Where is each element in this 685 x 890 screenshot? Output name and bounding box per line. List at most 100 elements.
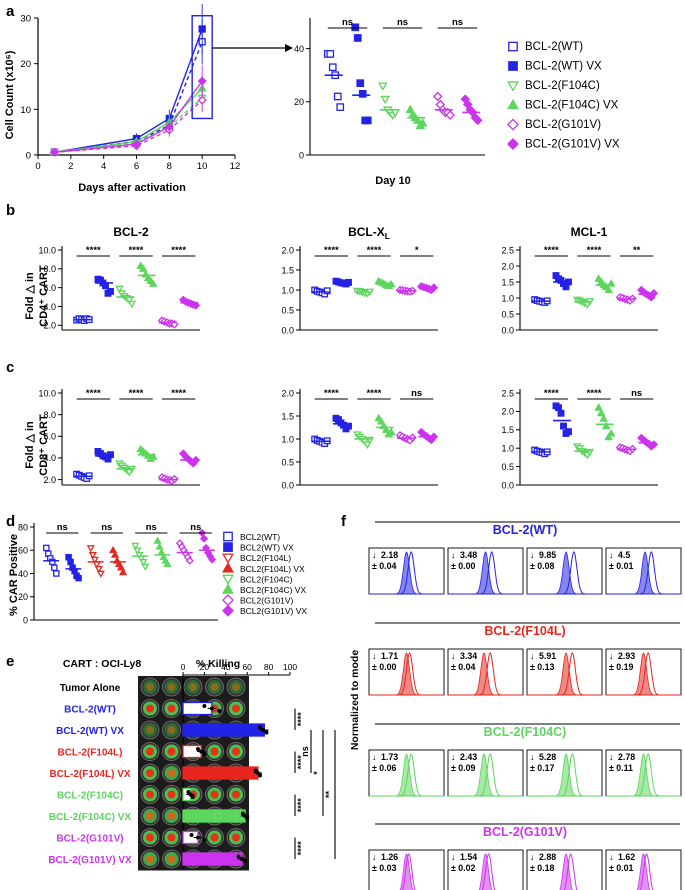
mfi-value: 2.18: [381, 550, 398, 560]
legend-marker: [223, 542, 233, 552]
histogram-open: [369, 652, 444, 696]
row-title: BCL-2(WT): [493, 523, 558, 537]
chart-title-sub: L: [385, 231, 390, 241]
histogram-open: [640, 853, 654, 890]
mfi-sd: ± 0.01: [609, 863, 634, 873]
y-tick-label: 0.0: [501, 325, 514, 335]
histogram-cell: ↓ 2.78± 0.11: [605, 749, 682, 797]
panel-a-day10-xlabel: Day 10: [375, 175, 410, 187]
data-point: [358, 89, 367, 98]
x-tick-label: 12: [230, 161, 241, 172]
legend-marker: [508, 41, 518, 52]
histogram-open: [606, 652, 681, 696]
data-point: [386, 427, 396, 436]
mfi-value: 3.48: [460, 550, 477, 560]
data-point: [336, 103, 345, 111]
data-point: [114, 285, 124, 294]
data-point: [362, 441, 372, 450]
row-label: BCL-2(G101V) VX: [48, 855, 132, 866]
mfi-arrow: ↓: [609, 550, 613, 560]
data-point: [405, 104, 416, 114]
data-point: [195, 747, 200, 751]
legend-label: BCL-2(WT) VX: [525, 61, 602, 73]
mfi-value: 4.5: [618, 550, 630, 560]
y-tick-label: 20: [18, 592, 28, 602]
mfi-sd: ± 0.08: [530, 561, 555, 571]
mfi-arrow: ↓: [609, 752, 613, 762]
sig-label: ****: [324, 245, 339, 256]
legend-marker: [508, 61, 518, 71]
data-point: [376, 416, 386, 425]
y-tick-label: 8.0: [43, 264, 56, 274]
y-tick-label: 10.0: [38, 388, 56, 398]
histogram-open: [448, 550, 523, 595]
data-point: [445, 110, 456, 120]
y-tick-label: 2.5: [501, 245, 514, 255]
data-point: [202, 838, 207, 842]
data-point: [53, 570, 60, 577]
legend-marker: [222, 604, 234, 617]
mfi-value: 5.91: [539, 651, 556, 661]
data-point: [258, 725, 263, 730]
x-tick-label: 20: [200, 662, 210, 672]
data-point: [377, 82, 388, 91]
mfi-value: 1.62: [618, 852, 635, 862]
mfi-arrow: ↓: [530, 651, 534, 661]
sig-label: ****: [367, 245, 382, 256]
data-point: [209, 706, 214, 711]
panel-d-legend: BCL2(WT)BCL2(WT) VXBCL2(F104L)BCL2(F104L…: [222, 531, 307, 617]
histogram-open: [402, 852, 416, 890]
data-point: [565, 428, 572, 436]
y-tick-label: 0: [299, 150, 304, 160]
panel_c-chart-1: 0.0 0.5 1.0 1.5 2.0 **** **** ns: [281, 388, 439, 490]
well-signal-inner: [146, 769, 154, 777]
data-point: [43, 544, 50, 552]
well-signal-inner: [146, 726, 154, 734]
panel-e: CART : OCI-Ly8 % Killing Tumor Alone BCL-…: [48, 658, 336, 871]
bar: [182, 809, 246, 823]
row-label: BCL-2(F104L): [57, 748, 122, 759]
mfi-value: 1.54: [460, 852, 477, 862]
well-signal-inner: [210, 747, 219, 756]
panel_c-chart-0: 2.0 4.0 6.0 8.0 10.0 **** **** ****: [38, 388, 201, 486]
series-line: [54, 80, 203, 153]
histogram-filled: [399, 853, 414, 890]
sig-label: ****: [171, 245, 186, 256]
y-tick-label: 1.5: [281, 265, 294, 275]
mfi-value: 9.85: [539, 550, 556, 560]
histogram-open: [369, 753, 444, 797]
y-tick-label: 10: [20, 105, 31, 116]
row-label: BCL-2(F104L) VX: [49, 769, 130, 780]
histogram-cell: ↓1.62± 0.01102103104105106TIGIT-PE-Cy7: [605, 849, 682, 890]
y-tick-label: 0.5: [501, 462, 514, 472]
row-label: BCL-2(WT): [64, 705, 116, 716]
histogram-open: [482, 853, 496, 890]
sig-label: ns: [342, 17, 353, 28]
sig-label: ns: [411, 388, 422, 399]
y-tick-label: 20: [294, 97, 304, 107]
well-signal-inner: [167, 855, 176, 863]
well-signal-inner: [167, 683, 176, 691]
mfi-sd: ± 0.01: [609, 561, 634, 571]
histogram-open: [527, 652, 602, 696]
y-tick-label: 30: [20, 14, 31, 25]
data-point: [236, 854, 241, 859]
mfi-sd: ± 0.06: [372, 763, 397, 773]
well-signal-inner: [146, 683, 154, 691]
data-point: [217, 709, 222, 713]
mfi-arrow: ↓: [451, 752, 455, 762]
data-point: [127, 300, 137, 309]
x-tick-label: 40: [221, 662, 231, 672]
well-signal-inner: [146, 790, 154, 799]
x-tick-label: 10: [197, 161, 208, 172]
data-point: [139, 559, 148, 567]
y-tick-label: 1.5: [281, 411, 294, 421]
sig-label: ****: [129, 245, 144, 256]
row-title: BCL-2(F104C): [484, 725, 567, 739]
mfi-arrow: ↓: [451, 852, 455, 862]
mfi-sd: ± 0.11: [609, 763, 633, 773]
legend-label: BCL-2(WT): [525, 41, 583, 53]
data-point: [245, 816, 250, 821]
sig-label: ****: [587, 245, 602, 256]
chart-title-main: BCL-2: [113, 225, 149, 239]
